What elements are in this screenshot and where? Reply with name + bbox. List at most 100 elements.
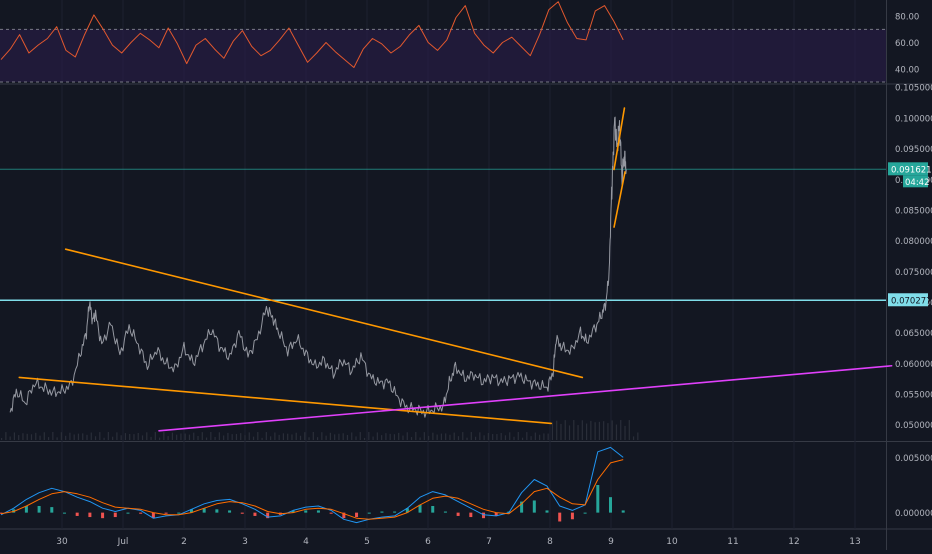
volume-bar: [291, 434, 293, 440]
volume-bar: [137, 432, 139, 440]
volume-bar: [594, 422, 596, 440]
volume-bar: [611, 420, 613, 440]
time-tick-label: 7: [486, 537, 492, 547]
volume-bar: [252, 436, 255, 440]
volume-bar: [329, 432, 331, 440]
volume-bar: [201, 432, 203, 440]
countdown-label: 04:42: [905, 178, 930, 188]
macd-histogram-bar: [24, 506, 28, 513]
macd-panel: [0, 446, 625, 524]
volume-bar: [150, 436, 152, 440]
volume-bar: [18, 435, 20, 440]
macd-histogram-bar: [482, 512, 486, 519]
volume-bar: [56, 437, 58, 440]
volume-bar: [628, 420, 630, 440]
volume-bar: [265, 432, 267, 440]
volume-bar: [556, 420, 558, 440]
volume-bar: [534, 432, 536, 440]
macd-histogram-bar: [240, 512, 244, 514]
volume-bar: [453, 432, 455, 440]
volume-bar: [312, 432, 314, 440]
volume-bar: [479, 432, 481, 440]
volume-bar: [316, 437, 319, 440]
price-tick-label: 0.085000: [895, 206, 932, 216]
volume-bar: [69, 432, 71, 440]
volume-bar: [39, 435, 41, 440]
macd-histogram-bar: [380, 511, 384, 513]
macd-histogram-bar: [101, 512, 105, 519]
macd-histogram-bar: [113, 512, 117, 518]
macd-histogram-bar: [431, 506, 435, 513]
macd-histogram-bar: [202, 508, 206, 513]
volume-bar: [13, 432, 16, 440]
time-tick-label: 10: [666, 537, 678, 547]
volume-bar: [90, 432, 92, 440]
macd-histogram-bar: [139, 512, 143, 514]
volume-bar: [171, 432, 173, 440]
macd-histogram-bar: [304, 510, 308, 513]
volume-bar: [124, 433, 127, 440]
volume-bar: [116, 432, 118, 440]
volume-bar: [615, 424, 618, 440]
volume-bar: [462, 432, 464, 440]
time-tick-label: 2: [181, 537, 187, 547]
macd-histogram-bar: [342, 512, 346, 519]
volume-bar: [432, 432, 434, 440]
volume-bar: [620, 420, 622, 440]
rsi-panel: [0, 1, 886, 83]
volume-bar: [376, 432, 378, 440]
macd-histogram-bar: [329, 512, 333, 514]
volume-bar: [99, 432, 101, 440]
macd-histogram-bar: [570, 512, 574, 520]
macd-line: [0, 446, 624, 524]
volume-bar: [223, 435, 225, 440]
price-tick-label: 0.080000: [895, 237, 932, 247]
volume-bar: [278, 434, 280, 440]
price-axis: 80.00 60.00 40.00 0.105000 0.100000 0.095000 0…: [888, 13, 932, 519]
volume-bar: [227, 432, 229, 440]
macd-histogram-bar: [291, 510, 295, 513]
volume-bar: [35, 432, 37, 440]
price-tick-label: 0.060000: [895, 360, 932, 370]
volume-bar: [363, 437, 366, 440]
volume-bar: [513, 436, 515, 440]
volume-bar: [1, 438, 3, 440]
volume-bar: [30, 434, 33, 440]
volume-bar: [235, 433, 238, 440]
price-tick-label: 0.075000: [895, 268, 932, 278]
volume-bar: [346, 434, 349, 440]
rsi-tick-label: 40.00: [895, 65, 919, 75]
volume-bar: [141, 435, 144, 440]
rsi-line: [0, 1, 624, 68]
volume-bar: [133, 434, 135, 440]
macd-histogram-bar: [469, 512, 473, 518]
macd-histogram-bar: [164, 512, 168, 514]
volume-bar: [205, 437, 208, 440]
time-tick-label: 5: [364, 537, 370, 547]
macd-histogram-bar: [558, 512, 562, 522]
signal-line: [0, 459, 624, 520]
volume-bar: [509, 432, 511, 440]
macd-histogram-bar: [418, 504, 422, 513]
volume-bar: [598, 421, 600, 440]
volume-bar: [637, 432, 639, 440]
volume-bar: [103, 437, 105, 440]
resistance-trendline: [64, 248, 584, 379]
volume-bar: [287, 433, 289, 440]
volume-bar: [5, 432, 7, 440]
volume-bar: [184, 433, 186, 440]
volume-bar: [415, 432, 417, 440]
macd-histogram-bar: [456, 512, 460, 516]
resistance-trendline: [613, 107, 626, 171]
volume-bar: [129, 433, 131, 440]
volume-bar: [244, 435, 246, 440]
volume-bar: [539, 434, 541, 440]
volume-bar: [261, 437, 263, 440]
volume-bar: [436, 434, 438, 440]
volume-bar: [547, 433, 549, 440]
time-tick-label: 6: [425, 537, 431, 547]
support-trendline: [158, 364, 893, 432]
volume-bar: [483, 435, 485, 440]
